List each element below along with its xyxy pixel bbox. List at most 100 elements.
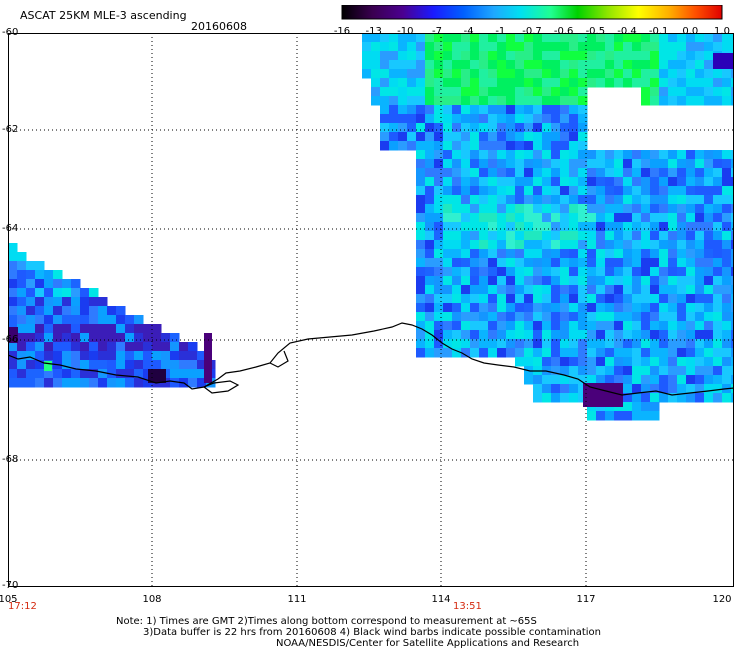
wind-cell (596, 339, 606, 349)
wind-cell (488, 159, 498, 169)
wind-cell (488, 141, 498, 151)
wind-cell (425, 276, 435, 286)
wind-cell (686, 42, 696, 52)
wind-cell (152, 324, 162, 334)
wind-cell (704, 231, 714, 241)
wind-cell (677, 303, 687, 313)
wind-cell (107, 306, 117, 316)
wind-cell (578, 159, 588, 169)
wind-cell (497, 213, 507, 223)
wind-cell (659, 240, 669, 250)
wind-cell (650, 303, 660, 313)
colorbar-tick-label: 1.0 (714, 26, 730, 37)
wind-cell (623, 357, 633, 367)
wind-cell (515, 357, 525, 367)
wind-cell (515, 51, 525, 61)
wind-cell (461, 168, 471, 178)
wind-cell (425, 231, 435, 241)
wind-cell (578, 312, 588, 322)
wind-cell (641, 348, 651, 358)
wind-cell (659, 195, 669, 205)
wind-cell (587, 69, 597, 79)
wind-cell (506, 222, 516, 232)
wind-cell (659, 204, 669, 214)
wind-cell (704, 312, 714, 322)
wind-cell (560, 78, 570, 88)
wind-cell (686, 96, 696, 106)
wind-cell (89, 324, 99, 334)
wind-cell (551, 168, 561, 178)
wind-cell (134, 378, 144, 388)
wind-cell (62, 324, 72, 334)
wind-cell (44, 306, 54, 316)
wind-cell (569, 348, 579, 358)
wind-cell (380, 87, 390, 97)
wind-cell (560, 177, 570, 187)
wind-cell (641, 204, 651, 214)
wind-cell (551, 60, 561, 70)
wind-cell (605, 42, 615, 52)
wind-cell (587, 348, 597, 358)
wind-cell (623, 150, 633, 160)
wind-cell (161, 360, 171, 370)
wind-cell (686, 312, 696, 322)
wind-cell (425, 330, 435, 340)
wind-cell (488, 105, 498, 115)
wind-cell (452, 303, 462, 313)
wind-cell (605, 294, 615, 304)
wind-cell (704, 339, 714, 349)
wind-cell (632, 204, 642, 214)
wind-cell (479, 321, 489, 331)
wind-cell (533, 294, 543, 304)
wind-cell (686, 87, 696, 97)
wind-cell (668, 231, 678, 241)
wind-cell (704, 150, 714, 160)
wind-cell (686, 150, 696, 160)
wind-cell (524, 123, 534, 133)
wind-cell (587, 357, 597, 367)
wind-cell (632, 168, 642, 178)
wind-cell (623, 384, 633, 394)
wind-cell (515, 240, 525, 250)
wind-cell (695, 78, 705, 88)
wind-cell (596, 195, 606, 205)
wind-cell (605, 60, 615, 70)
wind-cell (542, 222, 552, 232)
wind-cell (197, 360, 207, 370)
wind-cell (614, 60, 624, 70)
wind-cell (452, 321, 462, 331)
wind-cell (650, 222, 660, 232)
wind-cell (704, 384, 714, 394)
wind-cell (71, 315, 81, 325)
wind-cell (605, 231, 615, 241)
wind-cell (605, 159, 615, 169)
wind-cell (731, 33, 734, 43)
wind-cell (98, 351, 108, 361)
wind-cell (605, 78, 615, 88)
wind-cell (623, 51, 633, 61)
wind-cell (569, 168, 579, 178)
wind-cell (704, 159, 714, 169)
wind-cell (632, 186, 642, 196)
wind-cell (713, 204, 723, 214)
wind-cell (623, 60, 633, 70)
wind-cell (695, 348, 705, 358)
wind-cell (551, 51, 561, 61)
wind-cell (659, 96, 669, 106)
wind-cell (596, 276, 606, 286)
wind-cell (398, 78, 408, 88)
wind-cell (470, 177, 480, 187)
colorbar-tick-label: -0.1 (648, 26, 669, 37)
wind-cell (542, 330, 552, 340)
wind-cell (380, 132, 390, 142)
wind-cell (731, 357, 734, 367)
wind-cell (371, 42, 381, 52)
wind-cell (686, 231, 696, 241)
wind-cell (497, 177, 507, 187)
wind-cell (569, 69, 579, 79)
wind-cell (197, 369, 207, 379)
wind-cell (659, 285, 669, 295)
wind-cell (722, 231, 732, 241)
wind-cell (596, 294, 606, 304)
lat-label: -68 (2, 454, 19, 465)
